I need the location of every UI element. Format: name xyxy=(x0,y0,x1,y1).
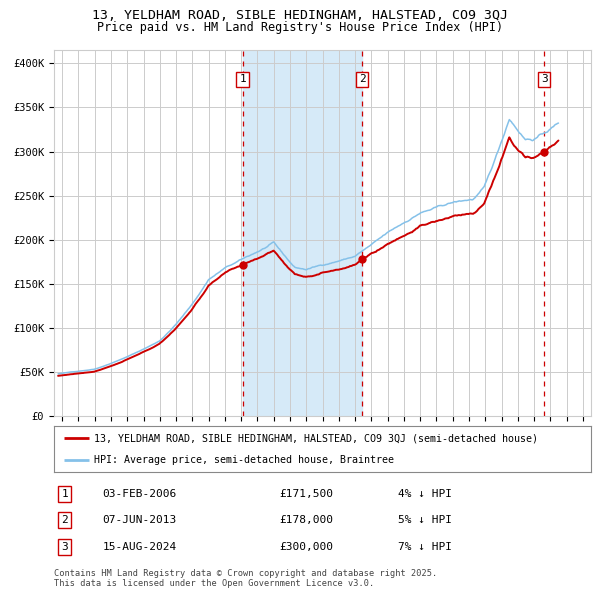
Text: 2: 2 xyxy=(359,74,365,84)
Text: 1: 1 xyxy=(61,489,68,499)
Bar xyxy=(544,50,591,416)
Text: £178,000: £178,000 xyxy=(280,516,334,525)
Text: 13, YELDHAM ROAD, SIBLE HEDINGHAM, HALSTEAD, CO9 3QJ: 13, YELDHAM ROAD, SIBLE HEDINGHAM, HALST… xyxy=(92,9,508,22)
Text: 13, YELDHAM ROAD, SIBLE HEDINGHAM, HALSTEAD, CO9 3QJ (semi-detached house): 13, YELDHAM ROAD, SIBLE HEDINGHAM, HALST… xyxy=(94,434,538,444)
Text: 2: 2 xyxy=(61,516,68,525)
Text: 07-JUN-2013: 07-JUN-2013 xyxy=(103,516,176,525)
Text: 3: 3 xyxy=(61,542,68,552)
Text: 03-FEB-2006: 03-FEB-2006 xyxy=(103,489,176,499)
Text: £171,500: £171,500 xyxy=(280,489,334,499)
Text: 3: 3 xyxy=(541,74,548,84)
Bar xyxy=(242,50,362,416)
Text: Contains HM Land Registry data © Crown copyright and database right 2025.
This d: Contains HM Land Registry data © Crown c… xyxy=(54,569,437,588)
Text: £300,000: £300,000 xyxy=(280,542,334,552)
Text: 5% ↓ HPI: 5% ↓ HPI xyxy=(398,516,452,525)
Text: Price paid vs. HM Land Registry's House Price Index (HPI): Price paid vs. HM Land Registry's House … xyxy=(97,21,503,34)
Text: HPI: Average price, semi-detached house, Braintree: HPI: Average price, semi-detached house,… xyxy=(94,454,394,464)
Text: 15-AUG-2024: 15-AUG-2024 xyxy=(103,542,176,552)
Text: 1: 1 xyxy=(239,74,246,84)
Text: 4% ↓ HPI: 4% ↓ HPI xyxy=(398,489,452,499)
Text: 7% ↓ HPI: 7% ↓ HPI xyxy=(398,542,452,552)
